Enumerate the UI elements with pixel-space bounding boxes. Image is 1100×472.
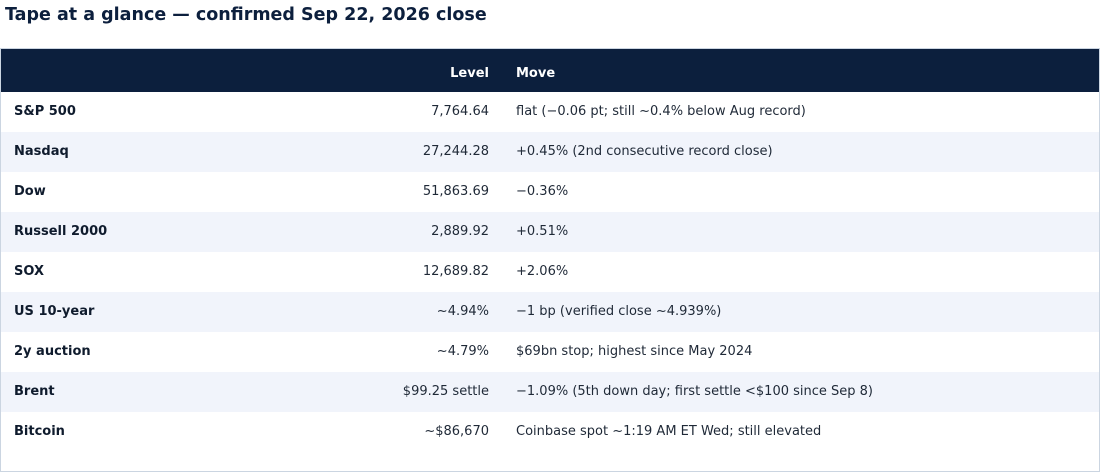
table-row: S&P 500 7,764.64 flat (−0.06 pt; still ~…: [1, 92, 1099, 132]
row-move: $69bn stop; highest since May 2024: [516, 344, 753, 359]
row-name: Bitcoin: [14, 424, 65, 439]
table-row: Bitcoin ~$86,670 Coinbase spot ~1:19 AM …: [1, 412, 1099, 452]
header-move: Move: [516, 66, 556, 81]
table-row: Dow 51,863.69 −0.36%: [1, 172, 1099, 212]
table-row: Russell 2000 2,889.92 +0.51%: [1, 212, 1099, 252]
row-move: +0.51%: [516, 224, 569, 239]
header-level: Level: [450, 66, 489, 81]
row-move: +0.45% (2nd consecutive record close): [516, 144, 773, 159]
row-name: SOX: [14, 264, 44, 279]
row-level: $99.25 settle: [402, 384, 489, 399]
page-title: Tape at a glance — confirmed Sep 22, 202…: [5, 5, 487, 25]
table-row: US 10-year ~4.94% −1 bp (verified close …: [1, 292, 1099, 332]
table-row: SOX 12,689.82 +2.06%: [1, 252, 1099, 292]
row-level: 12,689.82: [422, 264, 489, 279]
row-name: US 10-year: [14, 304, 95, 319]
row-move: −0.36%: [516, 184, 569, 199]
row-move: Coinbase spot ~1:19 AM ET Wed; still ele…: [516, 424, 822, 439]
row-name: Nasdaq: [14, 144, 69, 159]
row-name: Dow: [14, 184, 46, 199]
table-row: 2y auction ~4.79% $69bn stop; highest si…: [1, 332, 1099, 372]
row-level: ~$86,670: [424, 424, 489, 439]
row-level: 2,889.92: [431, 224, 489, 239]
table-row: Nasdaq 27,244.28 +0.45% (2nd consecutive…: [1, 132, 1099, 172]
table-body: S&P 500 7,764.64 flat (−0.06 pt; still ~…: [1, 92, 1099, 452]
row-move: −1.09% (5th down day; first settle <$100…: [516, 384, 873, 399]
row-level: ~4.94%: [436, 304, 489, 319]
market-table: Level Move S&P 500 7,764.64 flat (−0.06 …: [0, 48, 1100, 472]
row-name: Russell 2000: [14, 224, 108, 239]
row-level: 51,863.69: [422, 184, 489, 199]
row-move: +2.06%: [516, 264, 569, 279]
table-header: Level Move: [1, 49, 1099, 92]
row-level: 7,764.64: [431, 104, 489, 119]
row-level: ~4.79%: [436, 344, 489, 359]
row-name: S&P 500: [14, 104, 76, 119]
row-move: flat (−0.06 pt; still ~0.4% below Aug re…: [516, 104, 806, 119]
row-name: 2y auction: [14, 344, 91, 359]
row-level: 27,244.28: [422, 144, 489, 159]
table-row: Brent $99.25 settle −1.09% (5th down day…: [1, 372, 1099, 412]
row-name: Brent: [14, 384, 55, 399]
row-move: −1 bp (verified close ~4.939%): [516, 304, 722, 319]
